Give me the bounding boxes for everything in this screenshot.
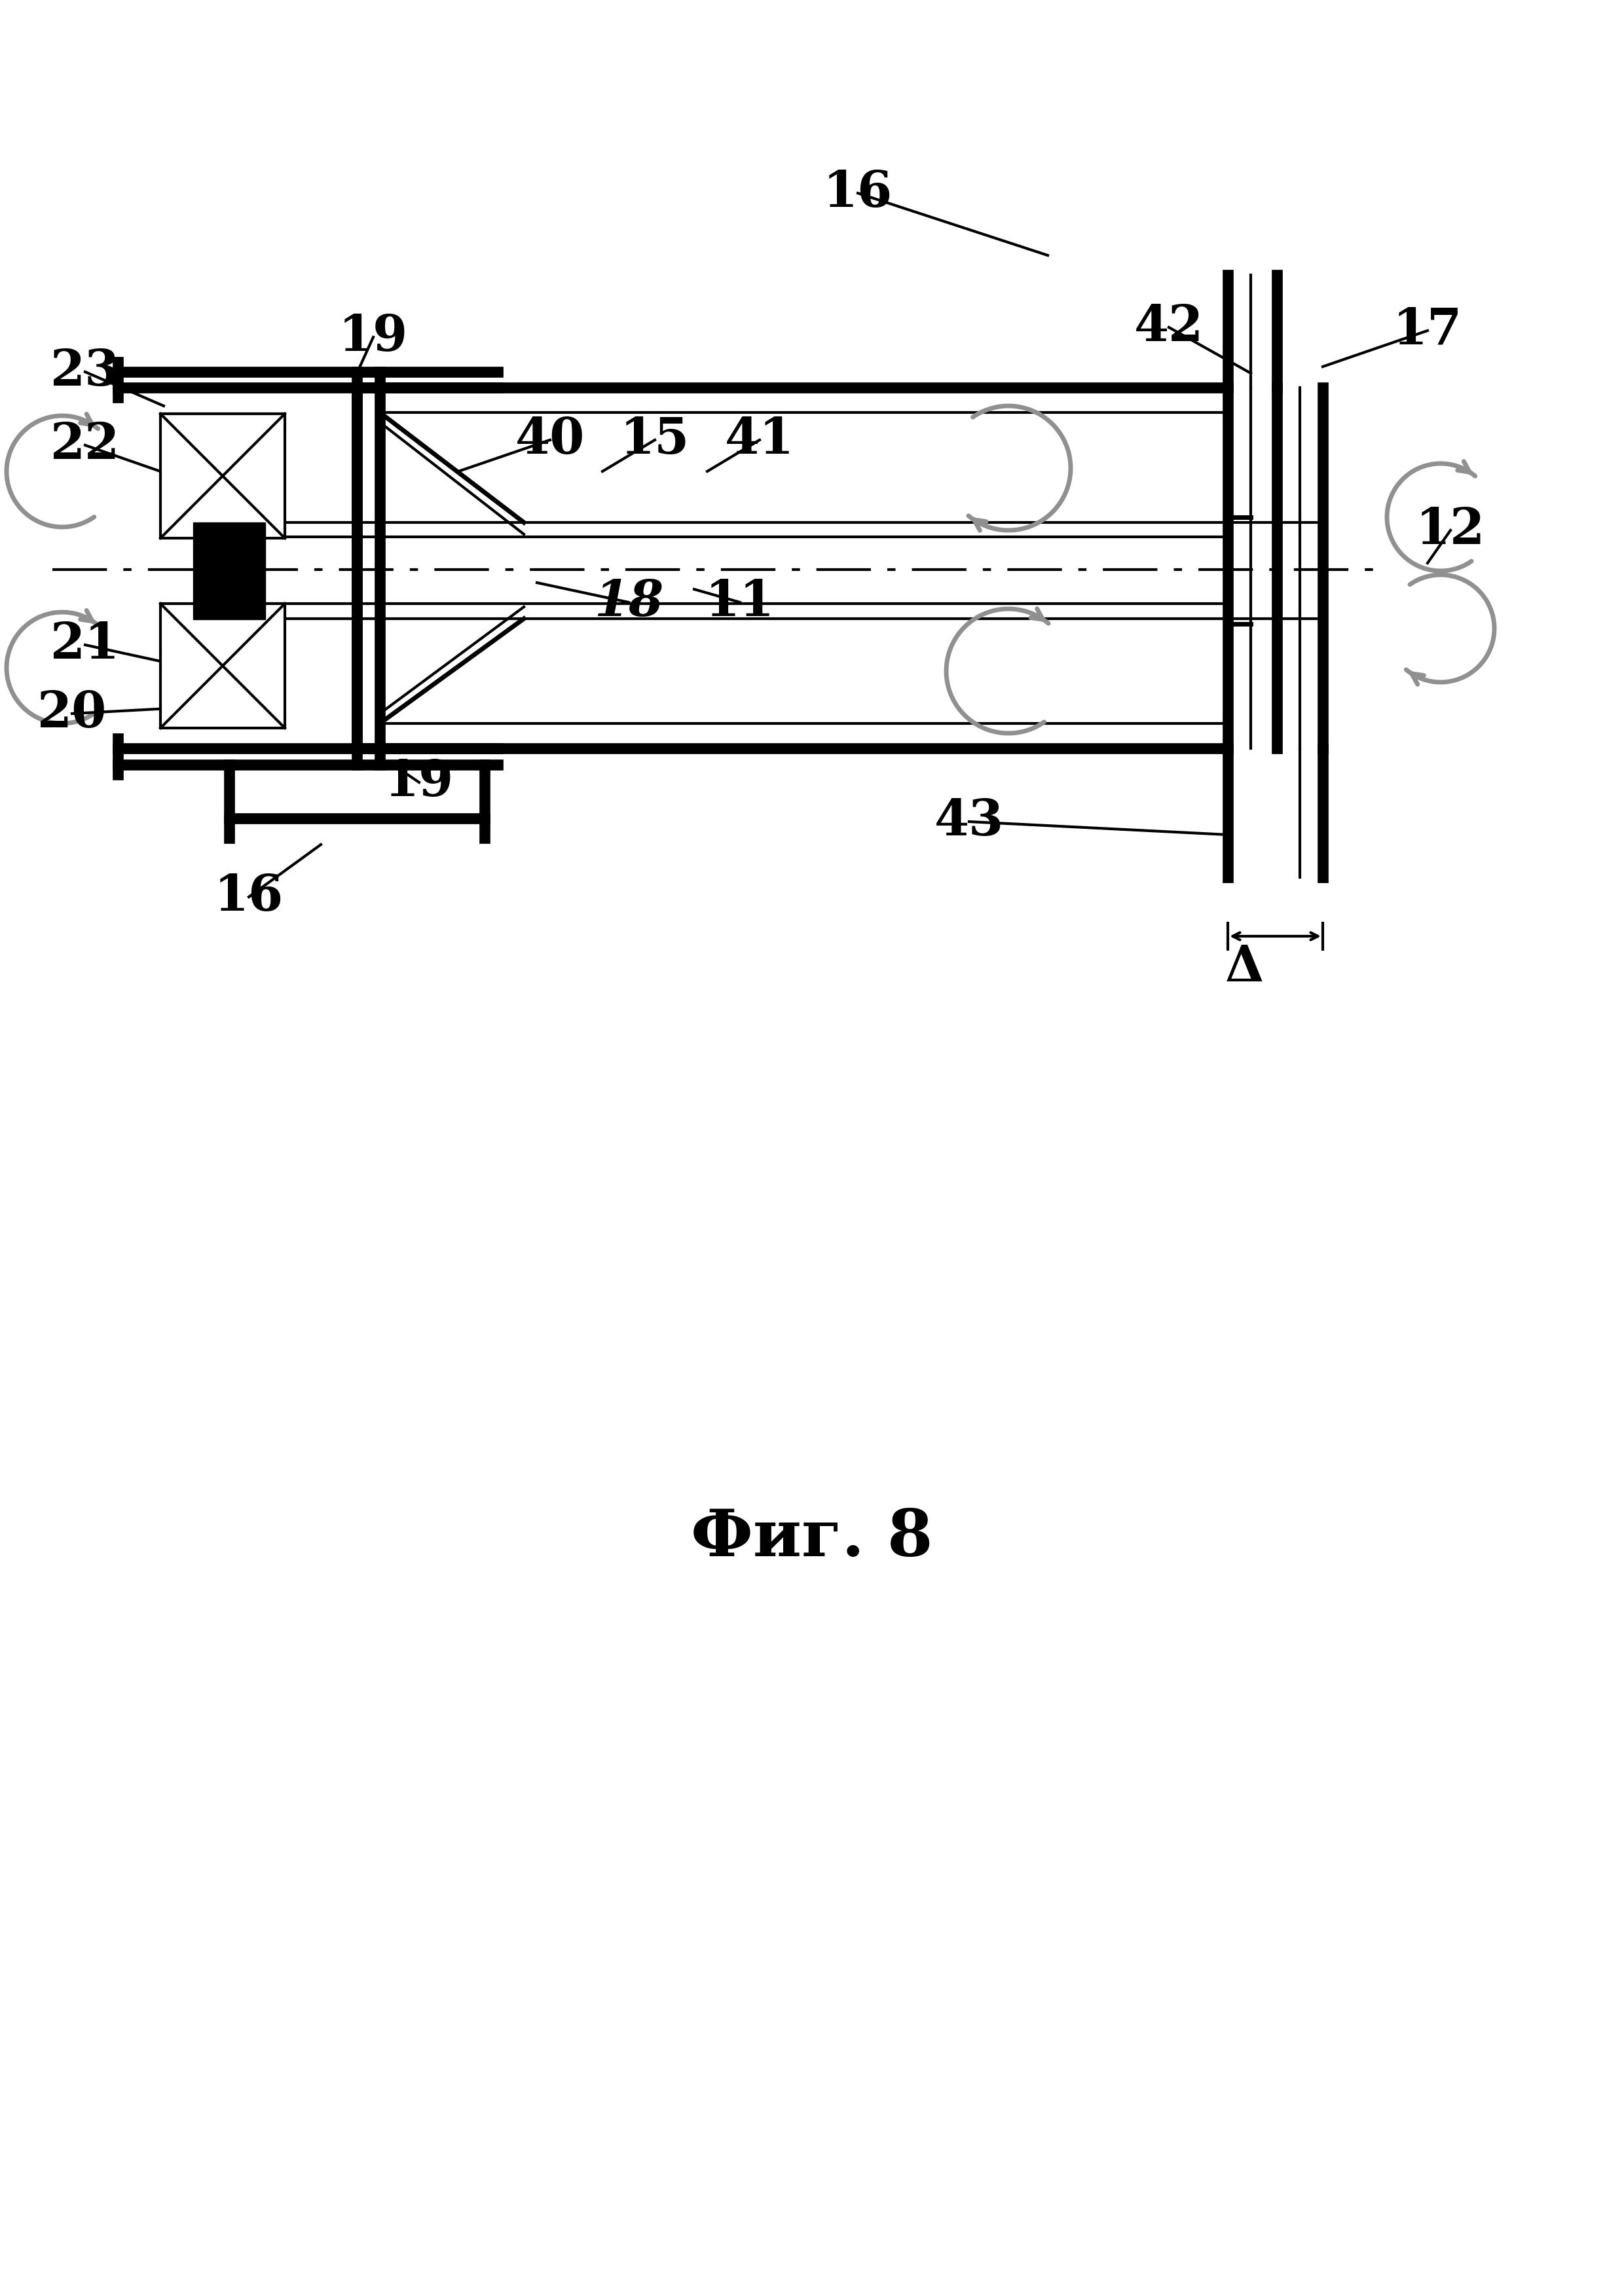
Text: 11: 11 [705, 579, 775, 627]
Text: 41: 41 [724, 416, 794, 464]
Text: 23: 23 [50, 347, 120, 397]
Text: 19: 19 [338, 312, 408, 360]
Text: 22: 22 [50, 420, 120, 468]
Text: 21: 21 [50, 620, 120, 668]
Text: Δ: Δ [1224, 944, 1263, 992]
Text: 16: 16 [823, 170, 893, 218]
Text: 16: 16 [214, 872, 284, 921]
Text: 18: 18 [594, 579, 664, 627]
Text: 12: 12 [1416, 505, 1486, 556]
Text: 20: 20 [37, 689, 107, 737]
Bar [161, 604, 284, 728]
Text: 15: 15 [620, 416, 690, 464]
Text: 42: 42 [1134, 303, 1203, 351]
Text: 17: 17 [1393, 305, 1462, 356]
Text: 19: 19 [385, 758, 453, 806]
Text: 43: 43 [934, 797, 1004, 845]
Bar [161, 413, 284, 537]
Bar [193, 523, 265, 620]
Text: 40: 40 [515, 416, 585, 464]
Text: Фиг. 8: Фиг. 8 [692, 1506, 932, 1570]
